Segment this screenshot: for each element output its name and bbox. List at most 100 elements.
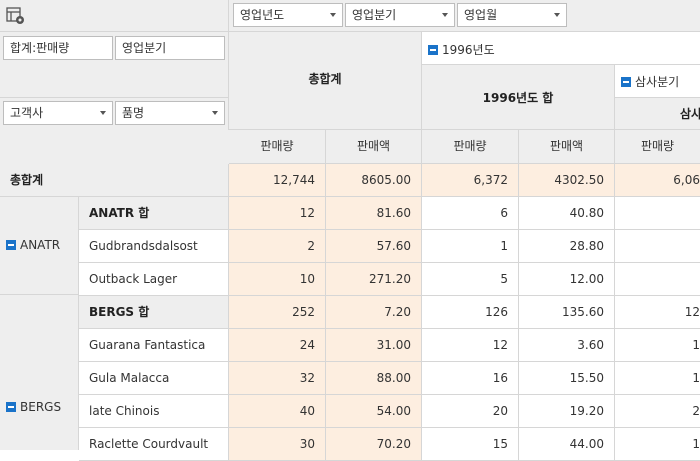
- measure-qty-label: 판매량: [640, 139, 675, 153]
- value-cell: 126: [422, 296, 519, 329]
- quarter-header-label: 삼사분기: [635, 75, 680, 89]
- product-label: Gula Malacca: [79, 362, 229, 395]
- value-cell: 40: [229, 395, 326, 428]
- customer-toggle[interactable]: ANATR: [6, 238, 60, 252]
- value-cell: 12,744: [229, 164, 326, 197]
- value-cell: 70.20: [326, 428, 422, 461]
- dropdown-arrow-icon[interactable]: [330, 13, 336, 17]
- measure-header-amt: 판매액: [326, 130, 422, 164]
- collapse-icon[interactable]: [621, 77, 631, 87]
- value-field-label: 합계:판매량: [10, 41, 70, 55]
- measure-header-amt: 판매액: [519, 130, 615, 164]
- value-cell: 3.60: [519, 329, 615, 362]
- row-field-product[interactable]: 품명: [115, 101, 225, 125]
- year-total-header-label: 1996년도 합: [482, 91, 554, 105]
- value-cell: 54.00: [326, 395, 422, 428]
- value-cell: 2: [615, 395, 700, 428]
- value-field-label: 영업분기: [122, 41, 167, 55]
- column-field-label: 영업년도: [240, 8, 285, 22]
- measure-header-qty: 판매량: [422, 130, 519, 164]
- group-subtotal-label: ANATR 합: [79, 197, 229, 230]
- value-cell: 15.50: [519, 362, 615, 395]
- collapse-icon[interactable]: [6, 402, 16, 412]
- value-cell: 5: [422, 263, 519, 296]
- customer-cell-anatr[interactable]: ANATR: [0, 197, 79, 295]
- value-cell: [615, 230, 700, 263]
- customer-toggle[interactable]: BERGS: [6, 400, 61, 414]
- measure-amt-label: 판매액: [549, 139, 584, 153]
- customer-label: BERGS: [20, 400, 62, 414]
- panel-divider: [0, 31, 229, 32]
- value-cell: 271.20: [326, 263, 422, 296]
- column-field-label: 영업분기: [352, 8, 397, 22]
- value-cell: 15: [422, 428, 519, 461]
- customer-cell-bergs[interactable]: BERGS: [0, 295, 79, 450]
- product-label: Guarana Fantastica: [79, 329, 229, 362]
- value-cell: 12: [229, 197, 326, 230]
- value-cell: 57.60: [326, 230, 422, 263]
- group-subtotal-label: BERGS 합: [79, 296, 229, 329]
- collapse-icon[interactable]: [6, 240, 16, 250]
- value-cell: 88.00: [326, 362, 422, 395]
- collapse-icon[interactable]: [428, 45, 438, 55]
- measure-header-qty: 판매량: [229, 130, 326, 164]
- value-field-quarter[interactable]: 영업분기: [115, 36, 225, 60]
- year-header-label: 1996년도: [442, 43, 495, 57]
- grand-total-header-label: 총합계: [308, 72, 342, 86]
- value-cell: 6,06: [615, 164, 700, 197]
- value-cell: 135.60: [519, 296, 615, 329]
- value-cell: 81.60: [326, 197, 422, 230]
- value-cell: 252: [229, 296, 326, 329]
- row-field-label: 고객사: [10, 106, 44, 120]
- product-label: Outback Lager: [79, 263, 229, 296]
- value-cell: 10: [229, 263, 326, 296]
- value-cell: 4302.50: [519, 164, 615, 197]
- value-cell: 1: [615, 362, 700, 395]
- value-cell: 20: [422, 395, 519, 428]
- measure-header-qty: 판매량: [615, 130, 700, 164]
- value-cell: [615, 263, 700, 296]
- column-field-label: 영업월: [464, 8, 498, 22]
- quarter-header[interactable]: 삼사분기: [615, 65, 700, 98]
- product-label: Gudbrandsdalsost: [79, 230, 229, 263]
- dropdown-arrow-icon[interactable]: [100, 111, 106, 115]
- quarter-total-header: 삼사: [615, 98, 700, 130]
- row-field-customer[interactable]: 고객사: [3, 101, 113, 125]
- column-field-month[interactable]: 영업월: [457, 3, 567, 27]
- value-cell: 1: [615, 329, 700, 362]
- value-cell: 6: [422, 197, 519, 230]
- value-cell: 30: [229, 428, 326, 461]
- column-field-year[interactable]: 영업년도: [233, 3, 343, 27]
- grand-total-row-label: 총합계: [0, 164, 229, 197]
- dropdown-arrow-icon[interactable]: [212, 111, 218, 115]
- product-label: Raclette Courdvault: [79, 428, 229, 461]
- column-field-quarter[interactable]: 영업분기: [345, 3, 455, 27]
- measure-qty-label: 판매량: [260, 139, 294, 153]
- dropdown-arrow-icon[interactable]: [554, 13, 560, 17]
- settings-grid-icon[interactable]: [6, 6, 26, 26]
- value-cell: 44.00: [519, 428, 615, 461]
- measure-amt-label: 판매액: [356, 139, 391, 153]
- value-cell: 1: [422, 230, 519, 263]
- value-cell: 16: [422, 362, 519, 395]
- value-cell: 12: [422, 329, 519, 362]
- grand-total-column-header: 총합계: [229, 32, 422, 130]
- row-field-label: 품명: [122, 106, 145, 120]
- value-cell: 19.20: [519, 395, 615, 428]
- value-cell: 6,372: [422, 164, 519, 197]
- value-cell: 8605.00: [326, 164, 422, 197]
- year-total-header: 1996년도 합: [422, 65, 615, 130]
- value-cell: 7.20: [326, 296, 422, 329]
- value-cell: 28.80: [519, 230, 615, 263]
- value-cell: 12.00: [519, 263, 615, 296]
- value-field-sum-qty[interactable]: 합계:판매량: [3, 36, 113, 60]
- value-cell: 40.80: [519, 197, 615, 230]
- year-header[interactable]: 1996년도: [422, 32, 700, 65]
- product-label: late Chinois: [79, 395, 229, 428]
- dropdown-arrow-icon[interactable]: [442, 13, 448, 17]
- year-header-toggle[interactable]: 1996년도: [428, 41, 495, 58]
- quarter-header-toggle[interactable]: 삼사분기: [621, 73, 679, 90]
- value-cell: 1: [615, 428, 700, 461]
- value-cell: 31.00: [326, 329, 422, 362]
- measure-qty-label: 판매량: [453, 139, 487, 153]
